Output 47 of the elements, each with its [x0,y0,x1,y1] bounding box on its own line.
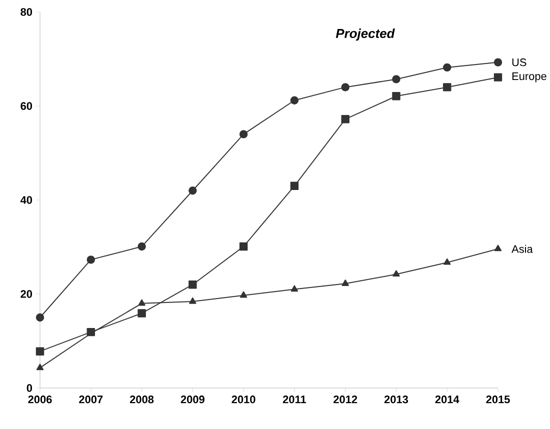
point [36,347,44,356]
point [239,242,248,251]
point [443,83,452,92]
point [36,313,44,322]
series-label: US [512,58,526,66]
point [341,115,350,124]
point [494,244,502,252]
x-tick-label: 2015 [486,396,510,404]
point [290,96,299,104]
x-tick-label: 2006 [28,396,52,404]
y-tick-label: 20 [20,290,32,298]
point [138,309,146,318]
annotation: Projected [336,28,395,41]
point [342,280,349,286]
point [290,285,298,292]
point [36,364,44,370]
point [392,75,400,84]
x-tick-label: 2010 [232,396,256,404]
y-tick-label: 80 [20,8,32,16]
point [443,258,451,265]
x-tick-label: 2013 [384,396,408,404]
point [494,73,502,82]
x-tick-label: 2009 [180,396,204,404]
x-tick-label: 2012 [334,396,358,404]
point [392,92,400,100]
point [189,297,196,304]
series-label: Asia [512,244,533,253]
point [86,256,95,264]
y-tick-label: 0 [26,384,32,392]
point [240,291,248,298]
point [290,182,299,190]
point [188,186,197,195]
x-tick-label: 2014 [435,396,460,404]
y-tick-label: 40 [20,196,32,204]
point [341,83,350,92]
point [494,58,502,66]
point [138,242,146,251]
point [188,280,197,289]
point [443,63,452,72]
point [392,270,400,277]
series-label: Europe [512,72,546,82]
x-tick-label: 2007 [79,396,103,404]
point [138,299,146,306]
x-tick-label: 2008 [130,396,154,404]
point [239,130,248,138]
y-tick-label: 60 [20,102,32,110]
x-tick-label: 2011 [282,396,306,404]
